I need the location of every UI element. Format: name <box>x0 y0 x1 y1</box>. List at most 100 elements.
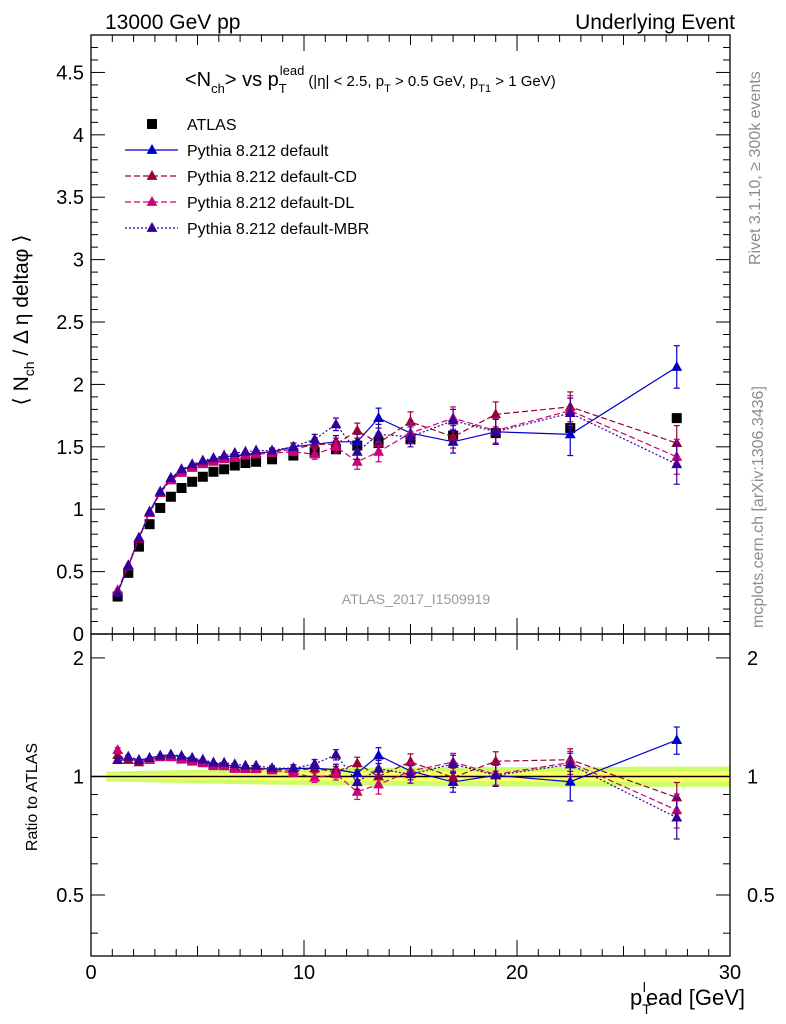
header-left: 13000 GeV pp <box>105 11 240 34</box>
legend-label: Pythia 8.212 default-CD <box>187 169 357 186</box>
x-tick-label: 10 <box>293 962 315 984</box>
legend-label: Pythia 8.212 default <box>187 143 329 160</box>
data-point <box>219 464 230 475</box>
legend-item: Pythia 8.212 default-DL <box>125 195 354 212</box>
main-ylabel: ⟨ Nch / Δ η deltaφ ⟩ <box>10 235 37 406</box>
legend-marker <box>146 170 158 180</box>
x-tick-label: 30 <box>719 962 741 984</box>
data-point <box>447 414 459 425</box>
rivet-label: Rivet 3.1.10, ≥ 300k events <box>747 71 764 265</box>
data-point <box>112 744 124 754</box>
data-point <box>564 758 576 769</box>
data-point <box>144 752 155 762</box>
data-point <box>330 768 342 779</box>
data-point <box>229 447 241 457</box>
data-point <box>490 755 502 766</box>
analysis-id: ATLAS_2017_I1509919 <box>342 591 491 607</box>
data-point <box>133 754 145 765</box>
data-point <box>197 471 208 482</box>
data-point <box>218 756 230 767</box>
data-point <box>144 505 155 516</box>
data-point <box>165 748 177 759</box>
data-point <box>330 440 342 451</box>
data-point <box>144 519 155 530</box>
data-point <box>490 425 502 436</box>
data-point <box>197 454 209 465</box>
data-point <box>564 407 576 418</box>
data-point <box>564 428 576 439</box>
y-tick-label: 3.5 <box>56 187 84 209</box>
y-tick-label: 3 <box>73 250 84 272</box>
data-point <box>373 445 384 456</box>
data-point <box>266 444 278 455</box>
data-point <box>671 734 683 744</box>
legend-label: Pythia 8.212 default-MBR <box>187 221 369 238</box>
legend-item: Pythia 8.212 default-MBR <box>125 221 369 238</box>
data-point <box>250 444 262 455</box>
series-line <box>117 412 678 594</box>
data-point <box>309 771 321 782</box>
data-point <box>165 472 177 482</box>
legend-item: Pythia 8.212 default-CD <box>125 169 357 186</box>
data-point <box>405 768 416 779</box>
legend: ATLAS Pythia 8.212 default Pythia 8.212 de… <box>125 117 369 238</box>
data-point <box>112 749 124 759</box>
data-point <box>186 751 198 762</box>
data-point <box>229 460 240 471</box>
legend-marker <box>146 222 158 232</box>
series-line <box>117 409 677 591</box>
legend-marker <box>147 119 157 129</box>
data-point <box>671 458 683 469</box>
plot-title: <Nch> vs pTlead(|η| < 2.5, pT > 0.5 GeV,… <box>185 63 556 96</box>
ratio-axes: 0 10 20 30 0.5 0.5 1 1 2 2 <box>56 633 775 984</box>
data-point <box>373 778 384 789</box>
data-point <box>176 463 187 474</box>
data-point <box>671 413 682 424</box>
data-point <box>197 753 209 764</box>
ratio-y-tick-label: 2 <box>73 648 84 670</box>
series-pythia-8-212-default-mbr <box>112 748 683 840</box>
mcplots-label: mcplots.cern.ch [arXiv:1306.3436] <box>750 386 767 628</box>
data-point <box>267 454 278 465</box>
x-tick-label: 0 <box>85 962 96 984</box>
series-pythia-8-212-default <box>112 345 683 597</box>
ratio-y-tick-label-right: 1 <box>747 766 758 788</box>
data-point <box>447 758 459 768</box>
data-point <box>309 433 321 444</box>
data-point <box>218 449 230 460</box>
main-series-group <box>112 345 683 602</box>
ratio-series-group <box>112 726 683 840</box>
data-point <box>251 456 262 467</box>
data-point <box>287 762 299 773</box>
y-tick-label: 4.5 <box>56 62 84 84</box>
data-point <box>351 757 363 768</box>
y-tick-label: 0 <box>73 624 84 646</box>
data-point <box>287 440 299 451</box>
data-point <box>490 769 502 780</box>
data-point <box>564 775 576 786</box>
ratio-y-tick-label-right: 0.5 <box>747 885 775 907</box>
data-point <box>447 430 459 441</box>
data-point <box>373 762 384 773</box>
data-point <box>373 428 384 439</box>
data-point <box>229 758 241 769</box>
data-point <box>155 502 166 513</box>
y-tick-label: 2.5 <box>56 312 84 334</box>
series-pythia-8-212-default <box>112 726 683 802</box>
y-tick-label: 0.5 <box>56 562 84 584</box>
data-point <box>351 435 363 446</box>
data-point <box>208 756 219 767</box>
data-point <box>154 749 166 760</box>
data-point <box>309 757 321 768</box>
data-point <box>240 759 251 770</box>
data-point <box>208 452 219 462</box>
data-point <box>266 762 278 773</box>
legend-item: Pythia 8.212 default <box>125 143 329 160</box>
data-point <box>122 559 134 570</box>
y-tick-label: 4 <box>73 125 84 147</box>
data-point <box>351 445 363 456</box>
ratio-frame <box>90 633 731 957</box>
data-point <box>351 455 363 466</box>
data-point <box>250 759 262 770</box>
